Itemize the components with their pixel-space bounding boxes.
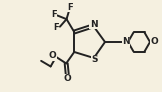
Text: N: N (122, 38, 130, 46)
Text: O: O (150, 38, 158, 46)
Text: O: O (64, 74, 72, 83)
Text: F: F (51, 10, 57, 19)
Text: O: O (49, 51, 57, 60)
Text: F: F (53, 23, 59, 32)
Text: S: S (91, 55, 98, 64)
Text: F: F (68, 3, 73, 12)
Text: N: N (90, 20, 98, 29)
